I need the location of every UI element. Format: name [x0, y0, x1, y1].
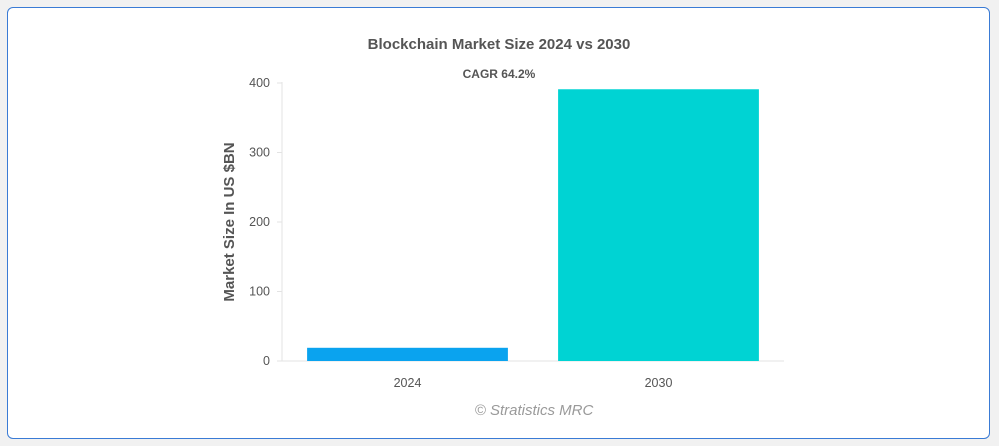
x-tick-label: 2030: [645, 376, 673, 390]
y-tick-label: 200: [249, 215, 270, 229]
cagr-annotation: CAGR 64.2%: [463, 67, 536, 81]
y-tick-label: 300: [249, 146, 270, 160]
y-tick-label: 400: [249, 76, 270, 90]
bar-2024: [307, 347, 508, 361]
y-tick-label: 0: [263, 354, 270, 368]
bars: [307, 89, 759, 361]
watermark: © Stratistics MRC: [475, 402, 594, 419]
x-ticks: 2024 2030: [394, 376, 673, 390]
y-tick-label: 100: [249, 285, 270, 299]
chart-title: Blockchain Market Size 2024 vs 2030: [368, 36, 631, 53]
y-ticks: 0 100 200 300 400: [249, 76, 282, 368]
x-tick-label: 2024: [394, 376, 422, 390]
chart-frame: [7, 7, 990, 439]
bar-2030: [558, 89, 759, 361]
y-axis-label: Market Size In US $BN: [221, 142, 238, 301]
